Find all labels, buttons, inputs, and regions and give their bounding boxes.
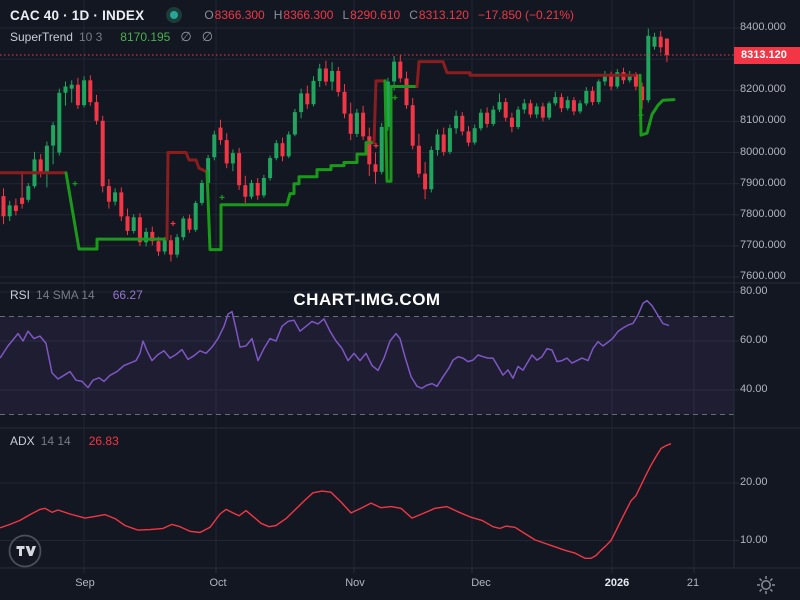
price-axis-label: 8100.000	[740, 114, 786, 127]
supertrend-value: 8170.195	[120, 30, 171, 44]
supertrend-legend-row: SuperTrend 10 3 8170.195 ∅ ∅	[10, 29, 213, 45]
rsi-axis-label: 80.00	[740, 285, 768, 297]
low-label: L	[342, 8, 350, 22]
adx-value: 26.83	[88, 434, 119, 448]
supertrend-name[interactable]: SuperTrend	[10, 30, 73, 44]
price-axis-label: 8000.000	[740, 145, 786, 158]
price-axis-label: 7800.000	[740, 207, 786, 220]
ohlc-readout: O 8366.300 H 8366.300 L 8290.610 C 8313.120 …	[204, 8, 574, 22]
adx-axis-label: 20.00	[740, 476, 768, 488]
price-axis-label: 7600.000	[740, 270, 786, 283]
tv-glyph	[25, 546, 36, 556]
close-label: C	[409, 8, 418, 22]
adx-params: 14 14	[40, 434, 71, 448]
price-axis-label: 7900.000	[740, 176, 786, 189]
time-axis-label: Sep	[75, 577, 95, 589]
watermark: CHART-IMG.COM	[293, 290, 441, 309]
adx-name[interactable]: ADX	[10, 434, 35, 448]
last-price-badge: 8313.120	[734, 47, 800, 64]
time-axis-label: 2026	[604, 577, 630, 589]
time-axis-label: Nov	[345, 577, 365, 589]
high-value: 8366.300	[283, 8, 334, 22]
low-value: 8290.610	[350, 8, 401, 22]
rsi-legend-row: RSI 14 SMA 14 66.27	[10, 288, 143, 302]
close-value: 8313.120	[418, 8, 469, 22]
open-value: 8366.300	[214, 8, 265, 22]
time-axis-label: 21	[686, 577, 700, 589]
price-axis-label: 8400.000	[740, 21, 786, 33]
symbol-header: CAC 40 · 1D · INDEX O 8366.300 H 8366.300 …	[10, 7, 574, 23]
price-axis-label: 7700.000	[740, 238, 786, 251]
adx-legend-row: ADX 14 14 26.83	[10, 434, 119, 448]
high-label: H	[273, 8, 283, 22]
market-status-icon	[166, 7, 183, 23]
hide-plot-icon[interactable]: ∅	[180, 29, 192, 44]
tradingview-logo[interactable]	[7, 533, 43, 569]
change-value: −17.850 (−0.21%)	[477, 8, 575, 22]
rsi-value: 66.27	[112, 288, 143, 302]
rsi-axis-label: 60.00	[740, 334, 768, 346]
price-axis-label: 8200.000	[740, 83, 786, 96]
gear-teeth	[757, 576, 775, 594]
symbol-title[interactable]: CAC 40 · 1D · INDEX	[10, 7, 145, 23]
tv-glyph	[16, 546, 25, 556]
hide-plot-icon[interactable]: ∅	[201, 29, 214, 44]
adx-axis-label: 10.00	[740, 533, 768, 546]
open-label: O	[204, 8, 214, 22]
rsi-params: 14 SMA 14	[36, 288, 95, 302]
settings-gear-icon[interactable]	[752, 571, 780, 599]
supertrend-params: 10 3	[78, 30, 103, 44]
rsi-name[interactable]: RSI	[10, 288, 31, 302]
time-axis-label: Oct	[209, 577, 227, 589]
rsi-axis-label: 40.00	[740, 383, 768, 395]
time-axis-label: Dec	[471, 577, 491, 589]
